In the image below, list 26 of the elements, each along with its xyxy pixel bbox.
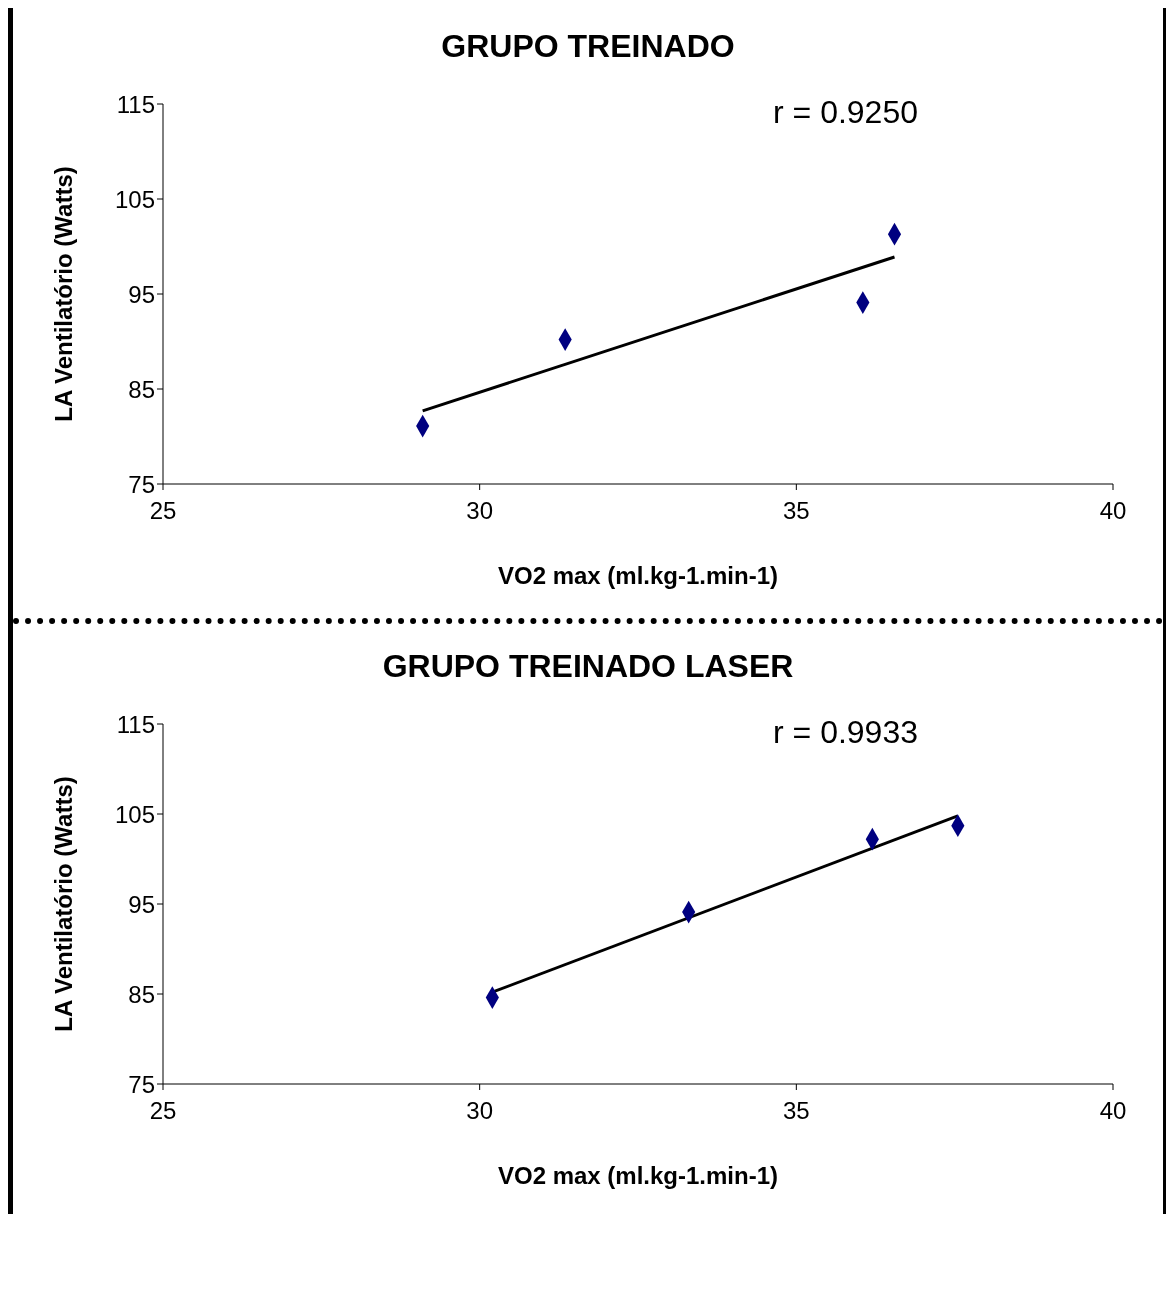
x-tick-label: 40 [1099,1097,1127,1125]
y-tick-label: 85 [128,375,155,403]
y-tick-label: 75 [128,1070,155,1098]
y-tick-label: 75 [128,470,155,498]
x-tick-label: 25 [149,497,177,525]
x-tick-label: 35 [782,1097,810,1125]
x-axis-title: VO2 max (ml.kg-1.min-1) [497,562,779,589]
x-tick-label: 30 [466,1097,494,1125]
annotation: r = 0.9250 [773,94,918,131]
x-tick-label: 30 [466,497,494,525]
y-tick-label: 115 [116,90,155,118]
y-axis-title: LA Ventilatório (Watts) [49,776,77,1032]
chart-title: GRUPO TREINADO [440,27,736,66]
y-tick-label: 105 [114,185,155,213]
x-tick-label: 25 [149,1097,177,1125]
y-tick-label: 95 [128,890,155,918]
x-axis-title: VO2 max (ml.kg-1.min-1) [497,1162,779,1189]
y-tick-label: 95 [128,280,155,308]
x-tick-label: 35 [782,497,810,525]
y-tick-label: 85 [128,980,155,1008]
y-tick-label: 115 [116,710,155,738]
annotation: r = 0.9933 [773,714,918,751]
x-tick-label: 40 [1099,497,1127,525]
chart-title: GRUPO TREINADO LASER [381,647,795,686]
y-tick-label: 105 [114,800,155,828]
y-axis-title: LA Ventilatório (Watts) [49,166,77,422]
